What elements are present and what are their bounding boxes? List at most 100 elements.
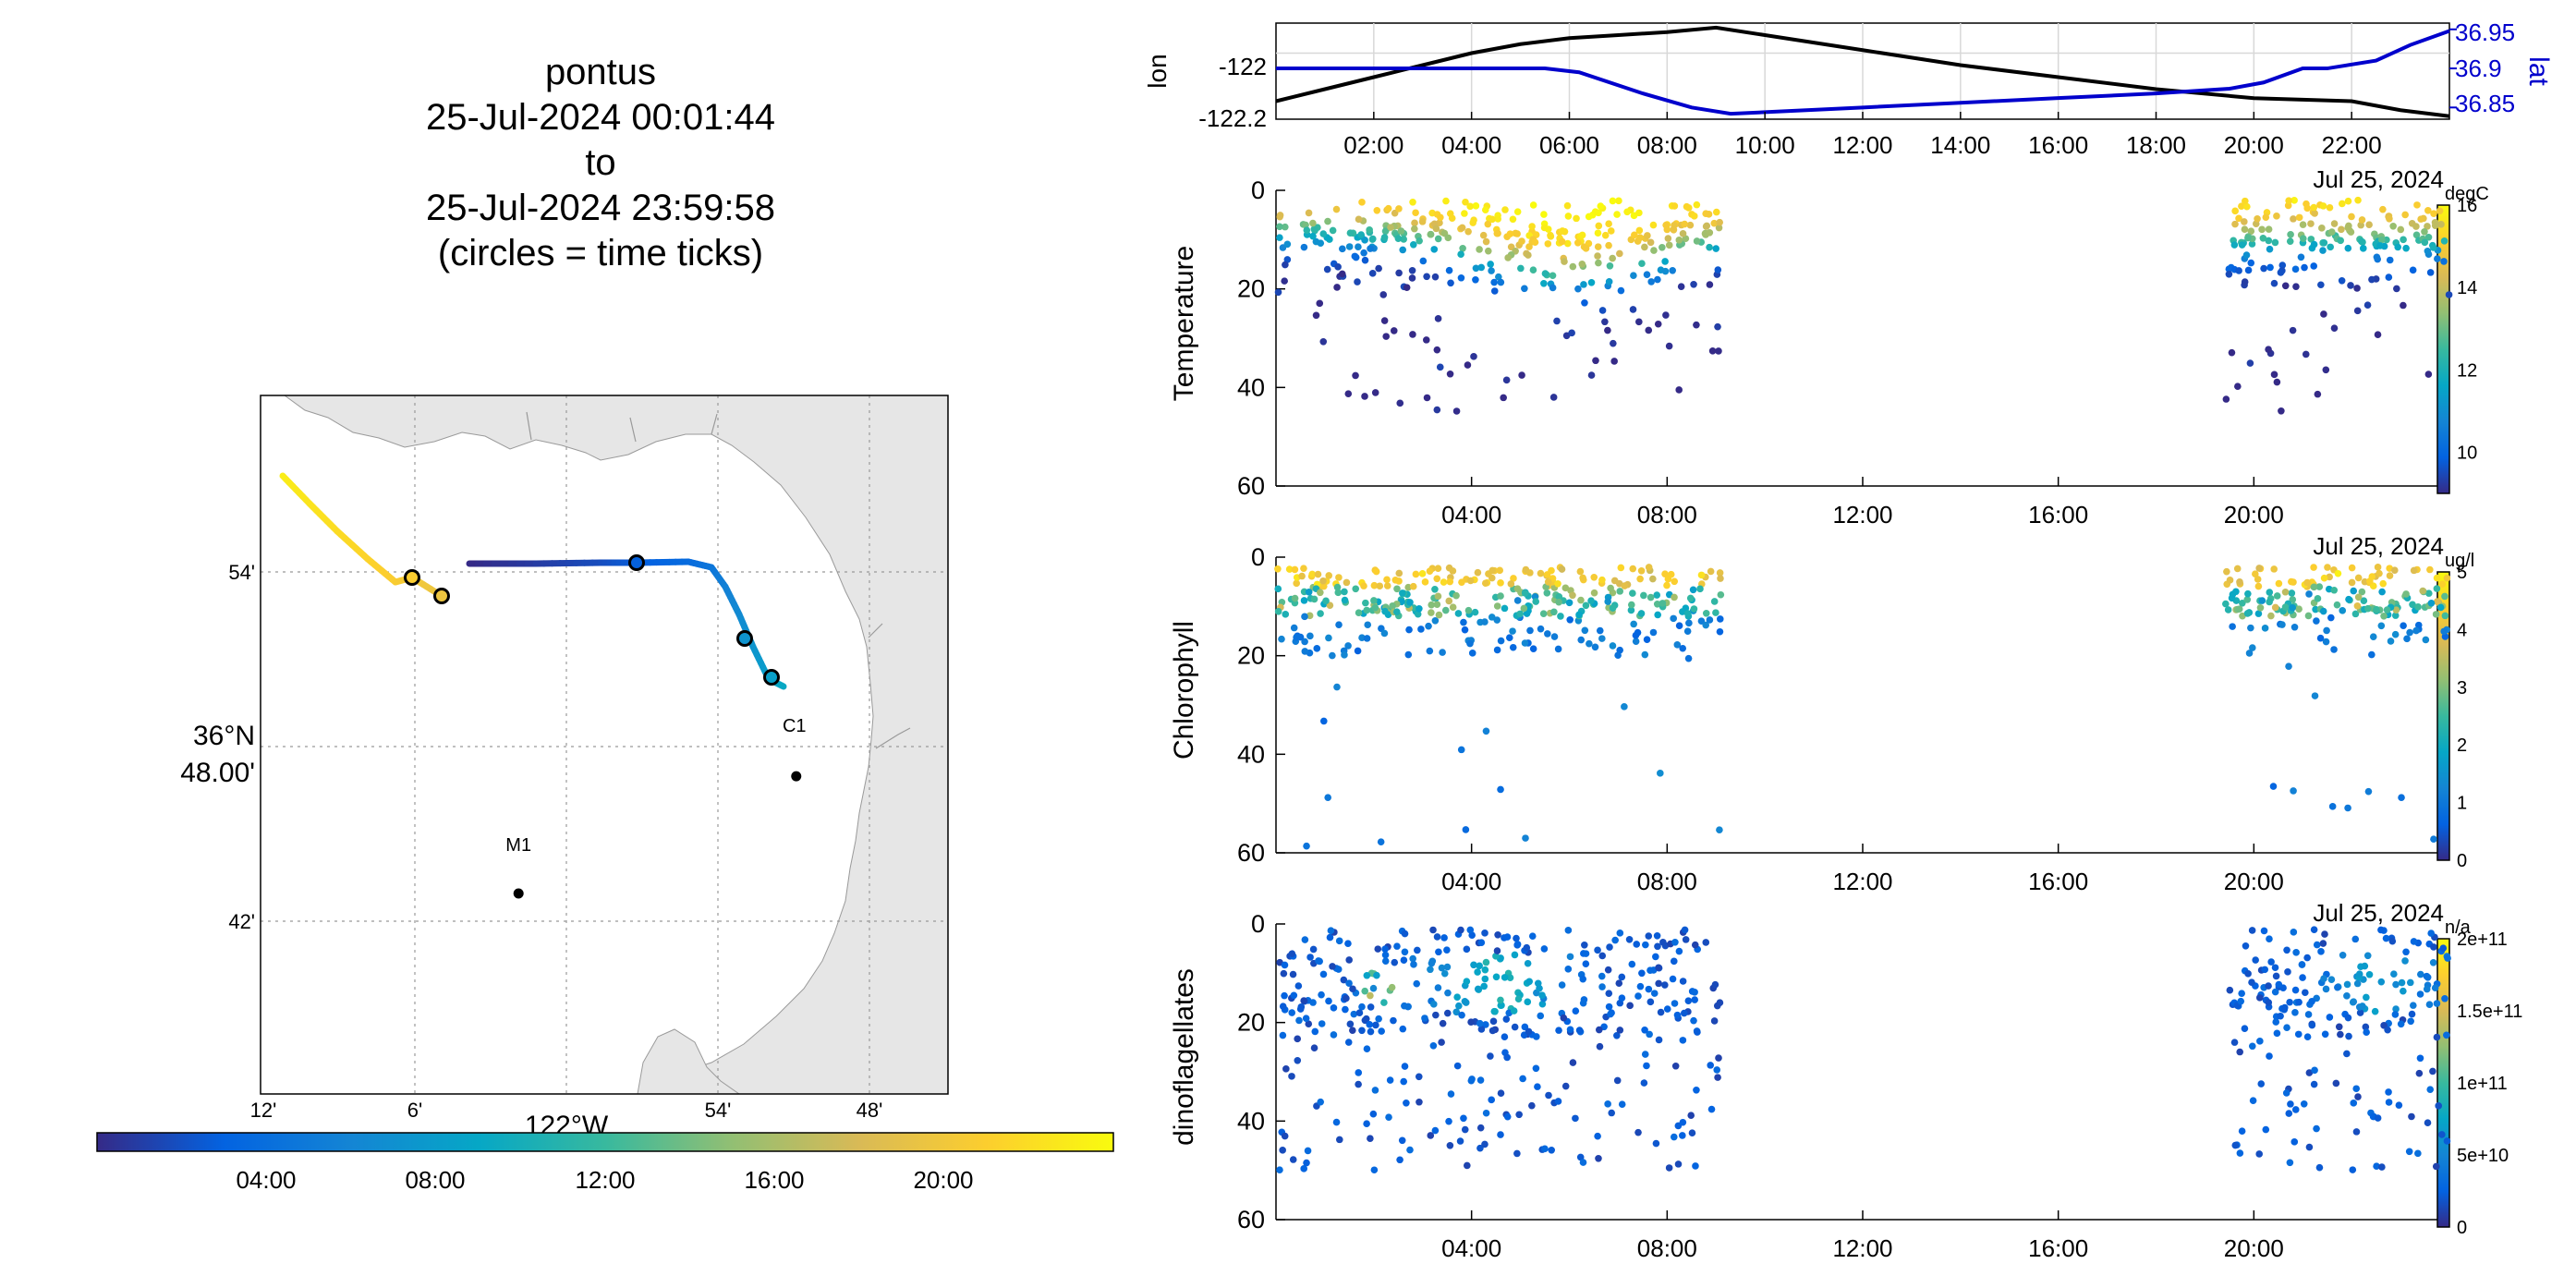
dinoflagellates-point: [2343, 980, 2351, 989]
temperature-point: [2241, 278, 2249, 286]
dinoflagellates-point: [2353, 979, 2362, 988]
temperature-point: [1452, 407, 1461, 415]
temperature-point: [1368, 270, 1377, 277]
temperature-point: [1396, 399, 1404, 407]
chlorophyll-point: [1686, 594, 1695, 602]
temperature-point: [1457, 273, 1465, 282]
chlorophyll-point: [1334, 589, 1343, 597]
temperature-point: [1528, 223, 1536, 230]
chlorophyll-point: [1372, 567, 1380, 576]
dinoflagellates-point: [1646, 966, 1654, 974]
dinoflagellates-point: [1682, 936, 1690, 943]
dinoflagellates-point: [1654, 942, 1661, 951]
temperature-point: [1547, 231, 1554, 239]
chlorophyll-point: [1439, 649, 1446, 656]
chlorophyll-point: [1380, 629, 1389, 638]
dinoflagellates-point: [1566, 1026, 1574, 1034]
temperature-point: [1459, 244, 1466, 252]
chlorophyll-point: [1610, 577, 1619, 585]
chlorophyll-point: [2426, 565, 2434, 574]
temperature-point: [1276, 234, 1283, 241]
temperature-point: [1631, 231, 1638, 239]
dinoflagellates-point: [1513, 934, 1520, 942]
chlorophyll-point: [2377, 622, 2386, 630]
chlorophyll-point: [1313, 645, 1321, 652]
map-grid: [261, 395, 948, 1094]
temperature-point: [1531, 238, 1539, 246]
temperature-point: [1664, 235, 1672, 242]
chlorophyll-point: [2316, 634, 2325, 642]
dinoflagellates-point: [2416, 990, 2424, 998]
chlorophyll-point: [1371, 603, 1379, 612]
dinoflagellates-point: [1575, 1027, 1584, 1034]
temperature-point: [2231, 207, 2239, 215]
chlorophyll-point: [1358, 634, 1366, 642]
temperature-point: [2238, 241, 2246, 249]
temperature-point: [1662, 221, 1670, 229]
temperature-point: [2318, 225, 2326, 232]
temperature-point: [2424, 223, 2431, 230]
dinoflagellates-point: [1497, 1131, 1504, 1138]
temperature-point: [1346, 229, 1355, 237]
dinoflagellates-point: [1524, 959, 1532, 967]
dinoflagellates-point: [2262, 1125, 2270, 1134]
chlorophyll-point: [1636, 575, 1644, 583]
chlorophyll-point: [2258, 597, 2266, 604]
dinoflagellates-point: [2248, 1042, 2256, 1051]
temperature-point: [1690, 213, 1698, 220]
map-land: [284, 395, 948, 1094]
temperature-point: [2357, 237, 2365, 245]
dinoflagellates-point: [2310, 1080, 2318, 1088]
chlorophyll-colorbar-units: ug/l: [2445, 551, 2474, 571]
chlorophyll-point: [1341, 651, 1348, 659]
chlorophyll-point: [1412, 570, 1420, 578]
chlorophyll-point: [1621, 582, 1629, 589]
temperature-point: [1549, 284, 1557, 292]
chlorophyll-point: [2269, 783, 2278, 790]
dinoflagellates-point: [2290, 1138, 2299, 1146]
chlorophyll-point: [2295, 605, 2303, 613]
chlorophyll-point: [1322, 597, 1330, 605]
temperature-point: [1574, 239, 1582, 247]
temperature-section: 0 20 40 60 04:00 08:00 12:00 16:00 20:00 Jul 25, …: [1169, 165, 2489, 529]
chlorophyll-point: [1581, 626, 1589, 635]
chlorophyll-point: [1301, 613, 1308, 621]
chlorophyll-point: [1684, 654, 1693, 662]
dinoflagellates-point: [2371, 1007, 2379, 1015]
chlorophyll-point: [2288, 577, 2295, 586]
chlorophyll-point: [1291, 594, 1299, 602]
dinoflagellates-point: [1476, 1144, 1484, 1152]
time-colorbar-tick: 16:00: [744, 1166, 804, 1194]
dinoflagellates-point: [1702, 939, 1710, 946]
temperature-point: [1309, 219, 1317, 227]
chlorophyll-point: [1582, 601, 1590, 610]
dinoflagellates-point: [1401, 948, 1409, 956]
chlorophyll-point: [1335, 621, 1343, 628]
temperature-point: [1643, 271, 1651, 278]
dinoflagellates-point: [2283, 946, 2290, 954]
dinoflagellates-point: [1367, 991, 1374, 1000]
temperature-point: [1629, 306, 1637, 313]
dinoflagellates-point: [2275, 980, 2283, 989]
temperature-point: [1495, 273, 1502, 281]
chlorophyll-point: [2288, 589, 2296, 597]
dinoflagellates-point: [1431, 1126, 1440, 1135]
dinoflagellates-point: [1309, 945, 1318, 954]
chlorophyll-point: [1616, 588, 1624, 595]
chlorophyll-point: [1285, 565, 1294, 573]
dinoflagellates-point: [1519, 1075, 1526, 1083]
chlorophyll-point: [1352, 585, 1360, 593]
dinoflagellates-point: [2308, 1021, 2316, 1029]
dinoflagellates-point: [2273, 1029, 2281, 1038]
temperature-point: [1609, 197, 1617, 205]
chlorophyll-point: [2247, 624, 2254, 632]
temperature-point: [1490, 287, 1499, 295]
chlorophyll-point: [2391, 630, 2400, 638]
chlorophyll-point: [1646, 593, 1655, 601]
temperature-point: [1641, 243, 1648, 251]
dinoflagellates-point: [2255, 994, 2264, 1002]
temperature-colorbar: [2436, 204, 2450, 494]
temperature-point: [1564, 213, 1573, 220]
chlorophyll-x-tick-label: 20:00: [2224, 868, 2284, 895]
temperature-point: [1710, 219, 1719, 227]
